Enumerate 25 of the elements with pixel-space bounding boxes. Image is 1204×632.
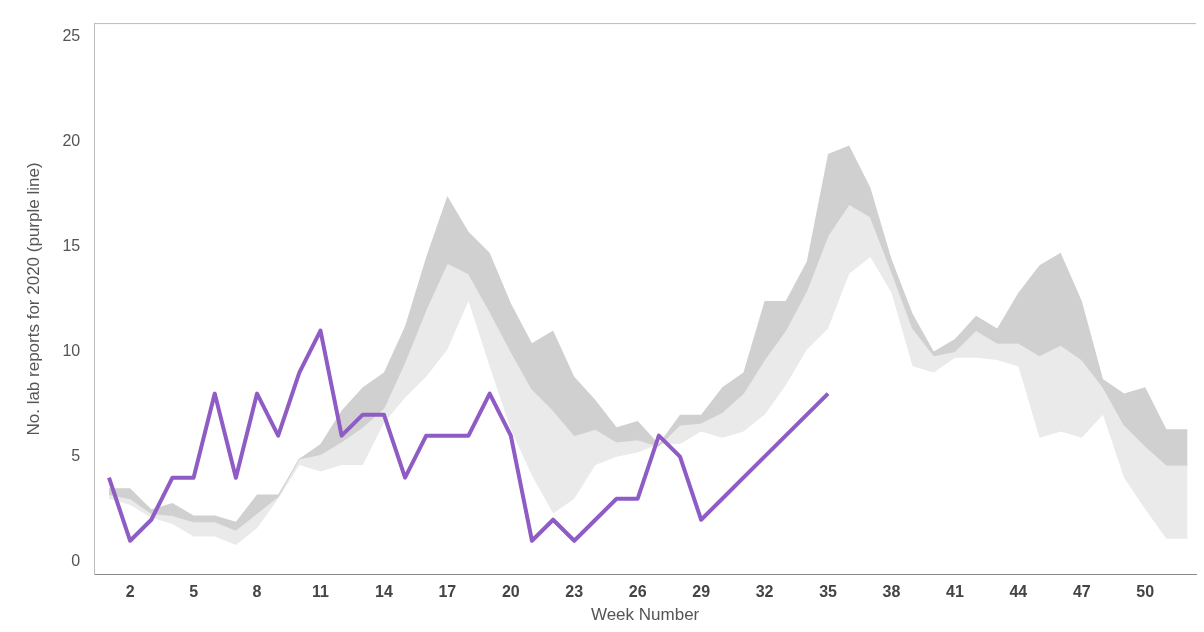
x-tick-label: 11 [312, 583, 330, 601]
x-tick-label: 17 [438, 583, 457, 601]
y-tick-label: 10 [62, 341, 81, 359]
x-tick-label: 2 [125, 583, 135, 601]
x-axis-title: Week Number [590, 605, 700, 625]
x-tick-label: 32 [755, 583, 774, 601]
y-tick-label: 25 [62, 26, 81, 44]
y-tick-label: 5 [71, 447, 81, 465]
y-tick-label: 15 [62, 236, 81, 254]
x-tick-label: 14 [375, 583, 393, 601]
x-tick-label: 23 [565, 583, 584, 601]
x-tick-label: 5 [189, 583, 199, 601]
x-tick-label: 20 [501, 583, 520, 601]
y-tick-label: 0 [71, 552, 81, 570]
x-tick-label: 8 [252, 583, 262, 601]
x-tick-label: 50 [1136, 583, 1155, 601]
x-tick-label: 29 [692, 583, 711, 601]
x-tick-label: 44 [1009, 583, 1028, 601]
x-tick-label: 38 [882, 583, 901, 601]
x-tick-label: 26 [628, 583, 647, 601]
x-tick-label: 35 [819, 583, 838, 601]
x-tick-label: 47 [1072, 583, 1091, 601]
y-tick-label: 20 [62, 131, 81, 149]
x-tick-label: 41 [946, 583, 964, 601]
y-axis-title: No. lab reports for 2020 (purple line) [23, 162, 43, 436]
